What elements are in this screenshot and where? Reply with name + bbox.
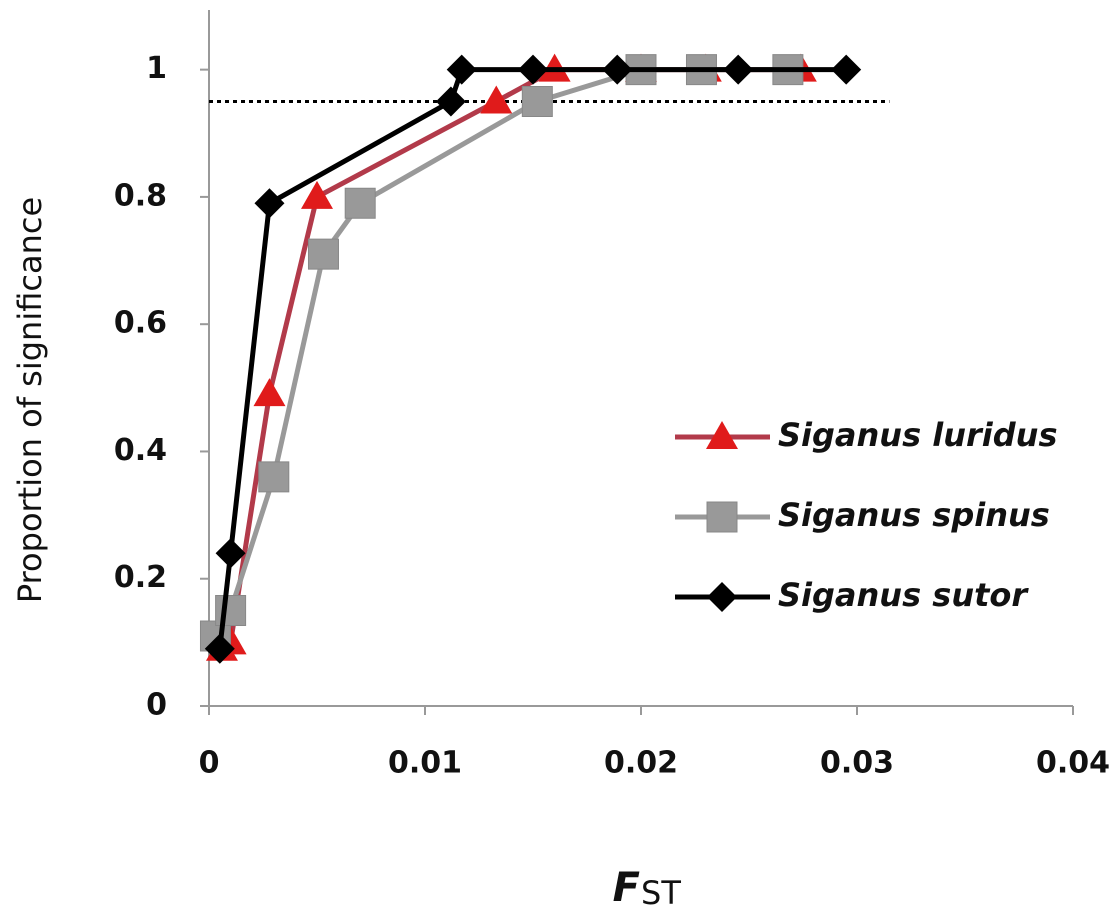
legend-label: Siganus sutor <box>778 576 1029 614</box>
marker <box>254 188 285 219</box>
x-tick-label: 0.01 <box>388 746 462 781</box>
x-axis-title-subscript: ST <box>641 874 681 912</box>
marker <box>831 54 862 85</box>
marker <box>253 378 286 407</box>
x-axis-title: F <box>613 865 640 911</box>
marker <box>301 180 333 209</box>
marker <box>258 461 290 493</box>
marker <box>480 85 513 114</box>
y-tick-label: 0.4 <box>114 433 167 468</box>
legend-marker <box>706 501 738 533</box>
marker <box>446 54 477 85</box>
legend-marker <box>707 582 737 612</box>
y-tick-label: 0.6 <box>114 306 167 341</box>
x-tick-label: 0 <box>199 746 220 781</box>
y-tick-label: 0.8 <box>114 178 167 213</box>
x-tick-label: 0.04 <box>1036 746 1110 781</box>
x-tick-label: 0.02 <box>604 746 678 781</box>
series-line <box>217 67 847 650</box>
y-axis-title: Proportion of significance <box>11 197 49 603</box>
marker <box>215 595 247 627</box>
legend-label: Siganus spinus <box>778 496 1050 534</box>
marker <box>518 54 548 85</box>
series-line <box>220 67 801 651</box>
legend-marker <box>706 421 738 449</box>
marker <box>435 86 466 117</box>
y-tick-label: 1 <box>146 51 167 86</box>
marker <box>204 633 235 664</box>
marker <box>215 538 246 569</box>
x-tick-label: 0.03 <box>820 746 894 781</box>
marker <box>307 238 339 270</box>
y-tick-label: 0.2 <box>114 560 167 595</box>
marker <box>602 54 633 85</box>
series-line <box>213 67 788 638</box>
marker <box>344 187 376 219</box>
legend-label: Siganus luridus <box>778 416 1058 454</box>
y-tick-label: 0 <box>146 688 167 723</box>
marker <box>521 85 553 117</box>
marker <box>723 54 754 85</box>
